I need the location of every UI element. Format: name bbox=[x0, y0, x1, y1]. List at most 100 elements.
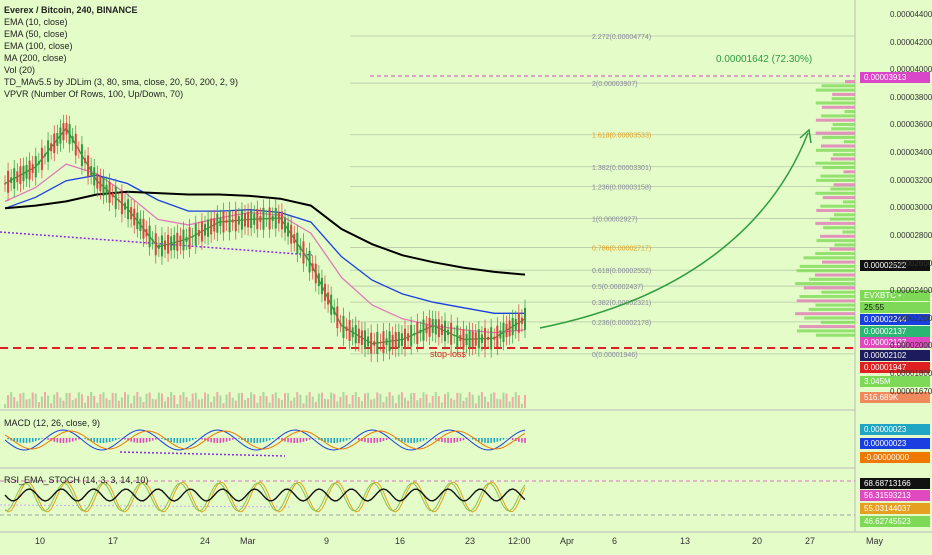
volume-bar bbox=[124, 392, 126, 408]
volume-bar bbox=[509, 402, 511, 408]
candle-body bbox=[389, 331, 391, 351]
macd-hist-bar bbox=[177, 438, 179, 443]
volume-bar bbox=[232, 398, 234, 408]
candle-body bbox=[146, 229, 148, 236]
volume-bar bbox=[99, 394, 101, 408]
volume-bar bbox=[44, 392, 46, 408]
macd-hist-bar bbox=[309, 438, 311, 440]
volume-bar bbox=[290, 401, 292, 408]
macd-hist-bar bbox=[63, 438, 65, 443]
candle-body bbox=[466, 334, 468, 345]
candle-body bbox=[481, 334, 483, 342]
vpvr-row bbox=[797, 269, 855, 272]
volume-bar bbox=[413, 393, 415, 408]
macd-hist-bar bbox=[146, 438, 148, 442]
macd-hist-bar bbox=[484, 438, 486, 443]
price-tag: 0.00002137 bbox=[860, 326, 930, 337]
candle-body bbox=[47, 140, 49, 161]
candle-body bbox=[373, 341, 375, 345]
fib-label: 1.236(0.00003158) bbox=[592, 185, 651, 192]
volume-bar bbox=[309, 392, 311, 408]
candle-body bbox=[422, 320, 424, 341]
vpvr-row bbox=[843, 200, 855, 203]
macd-hist-bar bbox=[143, 438, 145, 443]
candle-body bbox=[167, 235, 169, 254]
macd-hist-bar bbox=[238, 438, 240, 439]
volume-bar bbox=[321, 393, 323, 408]
candle-body bbox=[299, 246, 301, 250]
candle-body bbox=[429, 318, 431, 337]
candle-body bbox=[327, 293, 329, 305]
macd-hist-bar bbox=[380, 438, 382, 442]
vpvr-row bbox=[843, 170, 855, 173]
macd-hist-bar bbox=[420, 438, 422, 442]
volume-bar bbox=[195, 393, 197, 408]
macd-hist-bar bbox=[250, 438, 252, 443]
candle-body bbox=[235, 210, 237, 231]
macd-hist-bar bbox=[493, 438, 495, 442]
macd-hist-bar bbox=[112, 438, 114, 441]
candle-body bbox=[487, 337, 489, 340]
macd-hist-bar bbox=[287, 438, 289, 442]
candle-body bbox=[7, 171, 9, 193]
volume-bar bbox=[496, 399, 498, 408]
macd-hist-bar bbox=[524, 438, 526, 443]
volume-bar bbox=[229, 392, 231, 408]
candle-body bbox=[222, 211, 224, 232]
volume-bar bbox=[7, 395, 9, 408]
macd-hist-bar bbox=[444, 438, 446, 443]
vpvr-row bbox=[833, 123, 855, 126]
volume-bar bbox=[379, 394, 381, 408]
volume-bar bbox=[84, 403, 86, 408]
volume-bar bbox=[269, 403, 271, 408]
macd-hist-bar bbox=[269, 438, 271, 440]
vpvr-row bbox=[821, 321, 855, 324]
legend-ema50: EMA (50, close) bbox=[4, 28, 238, 40]
candle-body bbox=[216, 213, 218, 232]
volume-bar bbox=[93, 396, 95, 408]
candle-body bbox=[241, 211, 243, 230]
volume-bar bbox=[370, 400, 372, 408]
candle-body bbox=[364, 330, 366, 348]
fib-label: 1(0.00002927) bbox=[592, 216, 638, 223]
macd-hist-bar bbox=[100, 438, 102, 443]
volume-bar bbox=[506, 394, 508, 408]
volume-bar bbox=[266, 396, 268, 408]
y-tick-label: 0.00003600 bbox=[890, 120, 932, 129]
candle-body bbox=[210, 219, 212, 235]
macd-hist-bar bbox=[497, 438, 499, 442]
candle-body bbox=[459, 335, 461, 341]
vpvr-row bbox=[832, 93, 855, 96]
volume-bar bbox=[26, 399, 28, 408]
macd-hist-bar bbox=[457, 438, 459, 442]
vpvr-row bbox=[795, 312, 855, 315]
candle-body bbox=[484, 328, 486, 349]
vpvr-row bbox=[830, 188, 855, 191]
volume-bar bbox=[315, 402, 317, 408]
volume-bar bbox=[339, 397, 341, 408]
vpvr-row bbox=[800, 265, 855, 268]
candle-body bbox=[96, 174, 98, 189]
macd-hist-bar bbox=[349, 438, 351, 439]
macd-hist-bar bbox=[247, 438, 249, 442]
volume-bar bbox=[53, 395, 55, 408]
volume-bar bbox=[296, 392, 298, 408]
candle-body bbox=[401, 333, 403, 346]
y-tick-label: 0.00003400 bbox=[890, 148, 932, 157]
candle-body bbox=[306, 256, 308, 258]
fib-label: 1.382(0.00003301) bbox=[592, 165, 651, 172]
macd-hist-bar bbox=[263, 438, 265, 442]
macd-hist-bar bbox=[490, 438, 492, 443]
macd-hist-bar bbox=[426, 438, 428, 440]
candle-body bbox=[469, 331, 471, 348]
candle-body bbox=[22, 166, 24, 181]
candle-body bbox=[312, 263, 314, 271]
volume-bar bbox=[478, 395, 480, 408]
volume-bar bbox=[481, 392, 483, 408]
y-tick-label: 0.00002800 bbox=[890, 231, 932, 240]
macd-hist-bar bbox=[103, 438, 105, 443]
x-tick-label: May bbox=[866, 536, 883, 546]
volume-bar bbox=[198, 399, 200, 408]
macd-hist-bar bbox=[97, 438, 99, 443]
volume-bar bbox=[75, 398, 77, 408]
